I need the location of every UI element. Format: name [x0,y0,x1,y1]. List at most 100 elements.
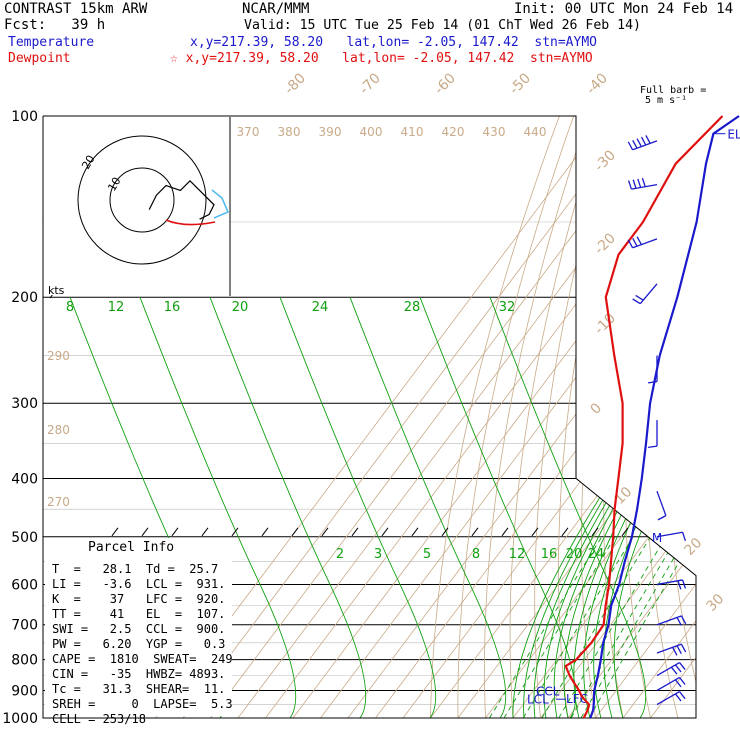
organization: NCAR/MMM [242,1,310,17]
m-label: M [652,531,662,545]
lcl-label: LCL [527,692,549,706]
isotherm-label: -20 [592,230,619,257]
moist-adiabat-upper [349,297,507,718]
hodograph-ring [77,135,207,265]
isotherm [650,116,696,718]
isotherm-label: -80 [282,70,309,97]
pressure-label: 900 [11,683,38,699]
isotherm-label: -10 [592,310,619,337]
pressure-label: 1000 [2,711,38,727]
mixing-ratio-line [503,536,616,718]
pressure-label: 400 [11,471,38,487]
wind-barb [656,490,667,521]
isotherm [210,116,663,718]
isotherm-label: 30 [704,591,728,615]
hodograph-ring-label: 20 [79,153,97,172]
hatch [381,527,389,537]
dry-adiabat-label: 280 [47,423,70,437]
dry-adiabat-label: 380 [278,125,301,139]
isotherm-label: -50 [507,70,534,97]
moist-adiabat [603,296,696,718]
hatch [351,527,359,537]
dewpoint-location: ☆ x,y=217.39, 58.20 lat,lon= -2.05, 147.… [170,51,593,66]
mixing-ratio-label: 8 [472,547,480,562]
isotherm [430,116,696,718]
hodograph-units: kts [48,284,65,297]
mixing-ratio-label: 12 [509,547,526,562]
plot-frame [42,115,697,719]
isotherm-label: -30 [592,147,619,174]
hodograph-trace [148,179,215,220]
hatch [591,527,599,537]
hatch [531,527,539,537]
temperature-profile [589,115,740,719]
parcel-row: K = 37 LFC = 920. [52,592,226,606]
mixing-ratio-line [558,536,667,718]
hatch [291,527,299,537]
hatch [261,527,269,537]
pressure-label: 800 [11,653,38,669]
wind-barb [632,283,658,305]
mixing-ratio-label: 20 [566,547,583,562]
dry-adiabat-label: 400 [360,125,383,139]
isotherm [540,116,696,718]
wind-barb [656,615,687,626]
hatch [201,527,209,537]
dry-adiabat [724,116,740,718]
isotherm-label: -40 [584,70,611,97]
barb-legend-line1: Full barb = [640,85,707,96]
dry-adiabat-label: 290 [47,349,70,363]
hodograph-lower-trace [165,219,216,226]
ccl-label: CCL [536,684,560,698]
moist-adiabat-label: 28 [404,300,421,315]
moist-adiabat [512,296,696,718]
parcel-row: CIN = -35 HWBZ= 4893. [52,667,226,681]
moist-adiabat-label: 16 [164,300,181,315]
isotherm [512,116,696,718]
parcel-box-bg [45,538,232,716]
hatch [621,527,629,537]
parcel-row: LI = -3.6 LCL = 931. [52,577,226,591]
isotherm [567,116,696,718]
dry-adiabat-label: 390 [319,125,342,139]
parcel-row: CAPE = 1810 SWEAT= 249 [52,652,233,666]
pressure-label: 200 [11,290,38,306]
hatch [411,527,419,537]
dry-adiabat-label: 370 [237,125,260,139]
mixing-ratio-line [580,536,687,718]
mixing-ratio-label: 16 [541,547,558,562]
init-time: Init: 00 UTC Mon 24 Feb 14 [514,1,734,17]
temperature-legend: Temperature [8,35,95,50]
moist-adiabat [523,296,696,718]
wind-barb [627,135,658,151]
parcel-row: CELL = 253/18 [52,712,146,726]
hodograph-ring [109,167,175,233]
moist-adiabat [583,296,696,718]
barb-legend-line2: 5 m s⁻¹ [645,95,688,106]
moist-adiabat-upper [489,297,647,718]
dry-adiabat [484,116,589,718]
pressure-label: 300 [11,396,38,412]
isotherm [485,116,696,718]
moist-adiabat-label: 12 [108,300,125,315]
dewpoint-profile [564,115,724,719]
wind-barb [627,236,658,249]
isotherm-label: -60 [432,70,459,97]
dry-adiabat-label: 430 [483,125,506,139]
wind-barb [656,661,686,677]
hatch [171,527,179,537]
dry-adiabat-label: 410 [401,125,424,139]
mixing-ratio-line [570,536,678,718]
isotherm [320,116,696,718]
wind-barb [647,420,658,449]
hodograph-ring-label: 10 [105,175,123,194]
mixing-ratio-label: 2 [336,547,344,562]
mixing-ratio-label: 5 [423,547,431,562]
moist-adiabat [563,296,696,718]
hatch [111,527,119,537]
moist-adiabat-label: 32 [499,300,516,315]
dry-adiabat [457,116,575,718]
moist-adiabat-upper [209,297,367,718]
pressure-label: 100 [11,109,38,125]
